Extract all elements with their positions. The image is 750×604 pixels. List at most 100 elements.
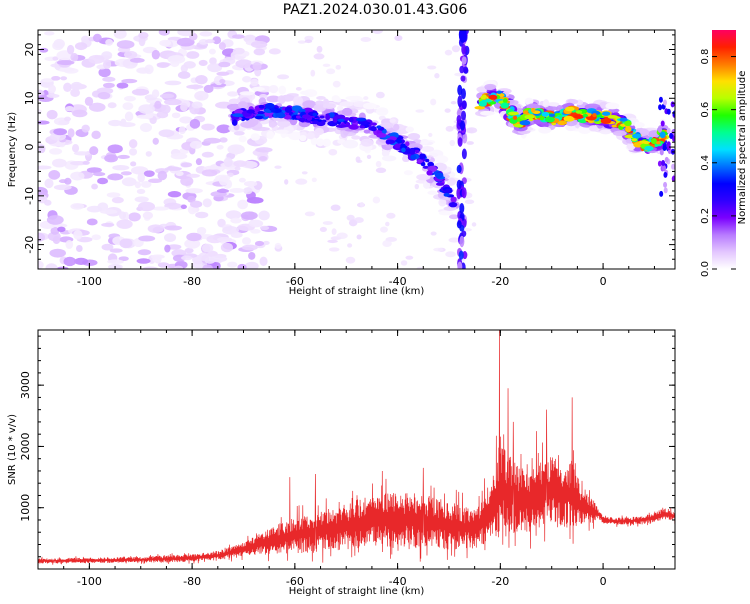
heatmap-noise-blob [101, 222, 115, 227]
heatmap-ridge-core [592, 113, 597, 117]
heatmap-vertical-streak [456, 179, 462, 190]
heatmap-noise-blob [445, 251, 456, 258]
heatmap-edge-blob [659, 190, 664, 197]
heatmap-noise-blob [250, 40, 268, 49]
heatmap-noise-blob [178, 126, 186, 135]
heatmap-ridge-core [524, 114, 535, 120]
heatmap-xtick-label: -80 [183, 275, 201, 288]
heatmap-ridge-halo [274, 129, 289, 134]
heatmap-noise-blob [445, 125, 454, 132]
heatmap-ytick-label: -20 [23, 236, 36, 254]
heatmap-ridge-halo [313, 103, 326, 113]
heatmap-noise-blob [375, 167, 387, 174]
heatmap-ridge-core [530, 107, 536, 113]
heatmap-noise-blob [60, 76, 68, 81]
heatmap-ridge-core [232, 113, 244, 118]
heatmap-ridge-halo [446, 177, 456, 186]
heatmap-noise-blob [88, 102, 106, 112]
heatmap-noise-blob [322, 221, 333, 225]
heatmap-vertical-streak [456, 115, 462, 124]
heatmap-noise-blob [227, 172, 234, 177]
heatmap-noise-blob [227, 91, 239, 97]
heatmap-noise-blob [40, 78, 55, 83]
heatmap-noise-blob [136, 114, 154, 119]
heatmap-ridge-halo [306, 132, 315, 140]
heatmap-noise-blob [177, 71, 191, 79]
heatmap-noise-blob [113, 30, 127, 39]
heatmap-vertical-streak [457, 95, 463, 108]
heatmap-noise-blob [189, 200, 203, 208]
heatmap-noise-blob [454, 72, 467, 77]
heatmap-noise-blob [154, 100, 162, 109]
heatmap-ridge-core [565, 106, 575, 112]
heatmap-noise-blob [97, 177, 109, 185]
heatmap-noise-blob [177, 30, 195, 37]
heatmap-ridge-core [436, 182, 445, 186]
heatmap-noise-blob [74, 257, 89, 265]
heatmap-noise-blob [181, 255, 193, 261]
heatmap-noise-blob [233, 160, 247, 168]
heatmap-ridge-core [348, 117, 354, 123]
heatmap-noise-blob [57, 66, 75, 73]
heatmap-noise-blob [91, 130, 101, 140]
colorbar-label: Normalized spectral amplitude [737, 71, 748, 225]
heatmap-ridge-halo [626, 142, 636, 151]
heatmap-noise-blob [108, 119, 123, 127]
heatmap-noise-blob [137, 201, 156, 212]
heatmap-noise-blob [186, 232, 202, 242]
heatmap-ridge-core [500, 102, 509, 109]
heatmap-noise-blob [164, 233, 177, 243]
heatmap-ridge-core [419, 153, 425, 160]
heatmap-noise-blob [157, 170, 168, 181]
heatmap-ridge-halo [389, 118, 396, 123]
heatmap-xtick-label: -40 [389, 275, 407, 288]
heatmap-noise-blob [38, 120, 50, 125]
heatmap-noise-blob [130, 161, 137, 167]
heatmap-noise-blob [322, 63, 331, 68]
heatmap-noise-blob [118, 211, 127, 220]
heatmap-ridge-core [625, 126, 632, 133]
heatmap-noise-blob [53, 184, 72, 191]
heatmap-ridge-halo [233, 131, 245, 136]
heatmap-ridge-core [399, 143, 408, 150]
heatmap-noise-blob [151, 89, 160, 98]
heatmap-noise-blob [274, 242, 282, 250]
heatmap-ridge-halo [437, 191, 445, 199]
heatmap-ridge-core [422, 165, 429, 169]
heatmap-noise-blob [225, 210, 242, 220]
heatmap-noise-blob [120, 171, 132, 176]
heatmap-noise-blob [130, 166, 149, 175]
heatmap-noise-blob [218, 61, 231, 68]
heatmap-noise-blob [230, 232, 243, 238]
heatmap-noise-blob [284, 179, 289, 185]
heatmap-noise-blob [220, 242, 234, 253]
heatmap-noise-blob [243, 180, 258, 187]
heatmap-noise-blob [50, 226, 60, 235]
heatmap-edge-blob [666, 127, 671, 134]
heatmap-noise-blob [56, 266, 69, 269]
heatmap-noise-blob [112, 165, 130, 171]
heatmap-ridge-halo [353, 101, 366, 108]
heatmap-noise-blob [82, 160, 90, 165]
heatmap-noise-blob [216, 237, 233, 242]
heatmap-noise-blob [180, 102, 188, 112]
heatmap-ridge-halo [351, 135, 361, 140]
heatmap-noise-blob [138, 104, 155, 114]
heatmap-noise-blob [332, 80, 341, 88]
heatmap-ridge-core [474, 105, 486, 110]
heatmap-ridge-core [370, 122, 377, 126]
heatmap-vertical-streak [459, 235, 465, 248]
heatmap-ridge-core [488, 94, 498, 100]
heatmap-noise-blob [295, 178, 308, 185]
heatmap-noise-blob [180, 162, 193, 168]
heatmap-ridge-core [355, 117, 367, 122]
heatmap-noise-blob [66, 44, 75, 55]
heatmap-noise-blob [46, 215, 64, 225]
heatmap-noise-blob [167, 191, 182, 198]
heatmap-ridge-core [563, 115, 574, 122]
heatmap-noise-blob [38, 260, 44, 269]
heatmap-vertical-streak [461, 56, 467, 65]
colorbar-tick-label: 0.2 [700, 208, 711, 224]
heatmap-noise-blob [137, 172, 145, 183]
heatmap-ridge-halo [266, 130, 275, 140]
